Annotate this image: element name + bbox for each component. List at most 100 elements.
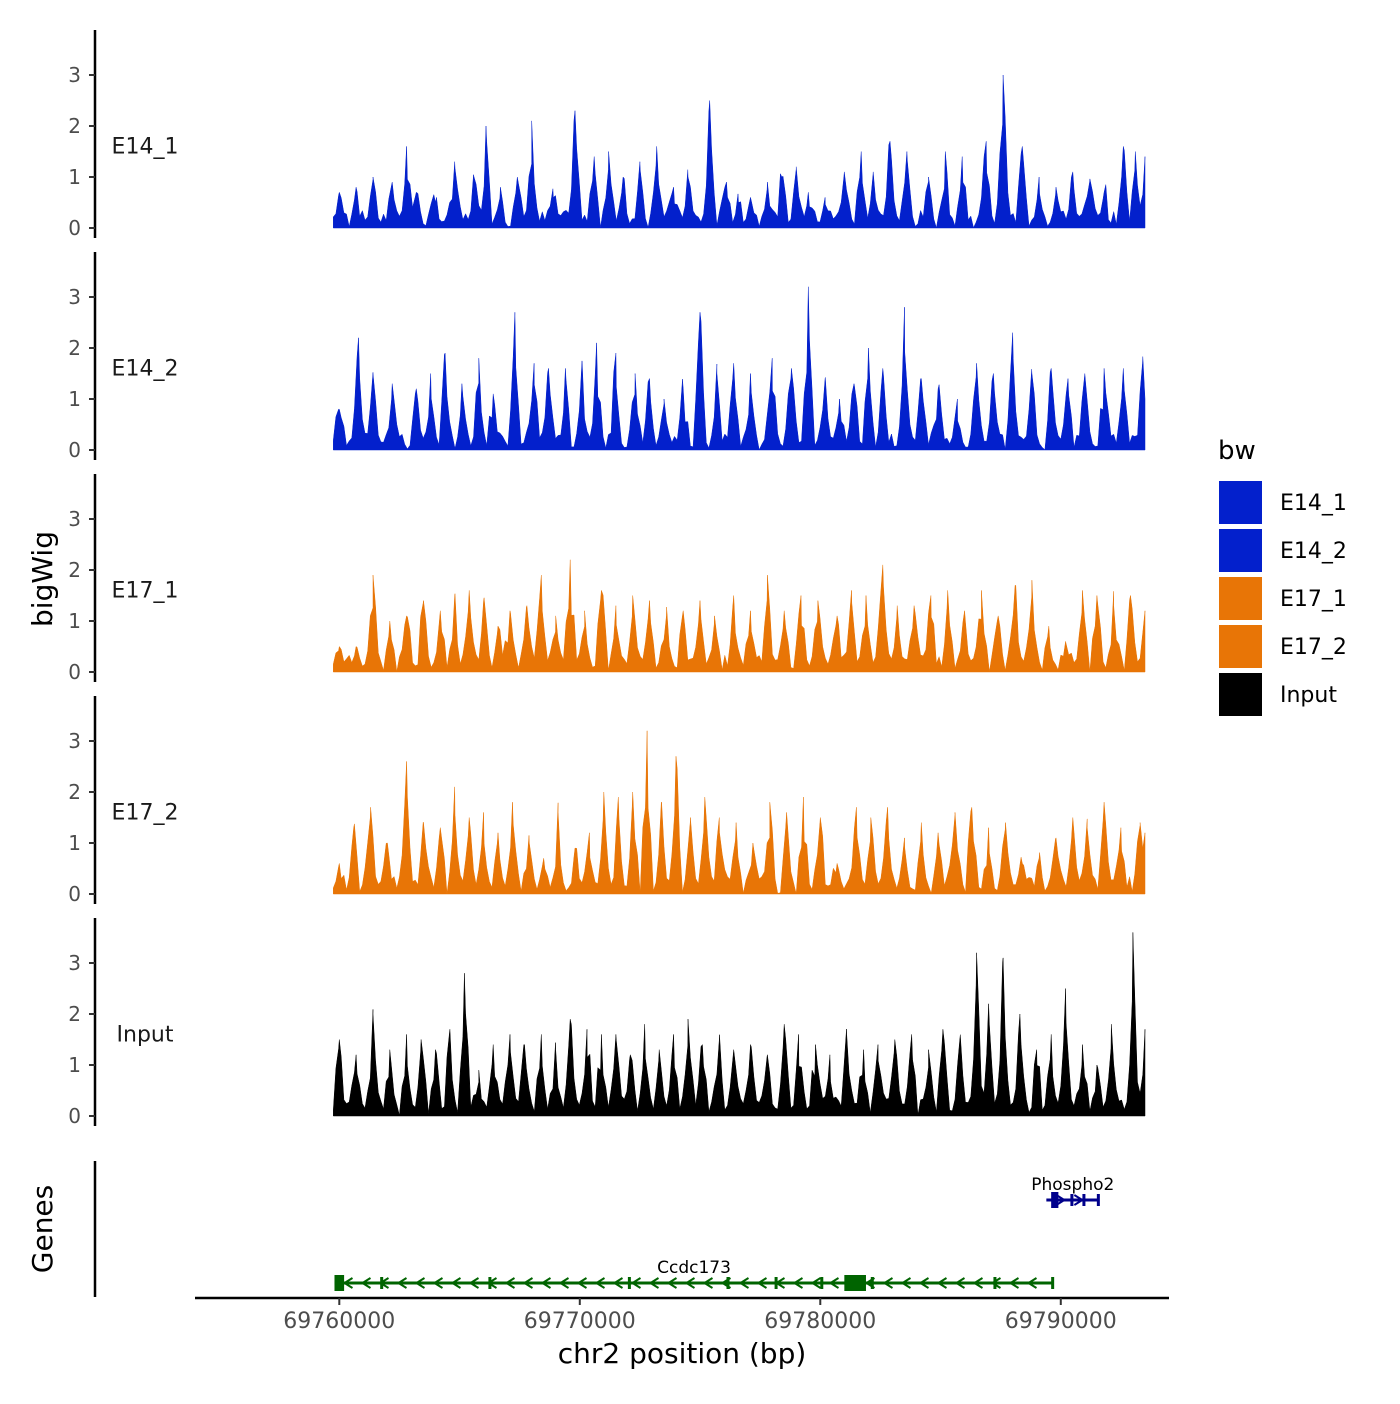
y-tick-label: 1 [68,609,81,633]
x-axis-title: chr2 position (bp) [558,1337,807,1370]
gene-Phospho2: Phospho2 [1031,1175,1114,1208]
exon [820,1277,824,1289]
track-label: E17_2 [112,800,179,825]
y-tick-label: 1 [68,387,81,411]
y-tick-label: 0 [68,882,81,906]
exon [870,1277,874,1289]
legend-label: E17_1 [1280,587,1347,612]
legend-key-E14_2 [1217,527,1264,574]
y-tick-label: 3 [68,63,81,87]
strand-arrow [792,1277,804,1289]
strand-arrow [450,1277,462,1289]
legend-label: Input [1280,683,1337,708]
genes-panel: Ccdc173 Phospho2 [93,1161,1114,1297]
exon [726,1277,730,1289]
legend-key-Input [1217,671,1264,718]
exon [844,1275,866,1291]
signal-area-E17_2 [333,730,1146,895]
strand-arrow [432,1277,444,1289]
exon [1051,1277,1055,1289]
strand-arrow [396,1277,408,1289]
x-tick-label: 69780000 [764,1309,876,1334]
legend-label: E14_2 [1280,539,1347,564]
strand-arrow [1008,1277,1020,1289]
strand-arrow [666,1277,678,1289]
strand-arrow [342,1277,354,1289]
strand-arrow [756,1277,768,1289]
track-E14_1: 0 1 2 3 E14_1 [68,30,1146,240]
strand-arrow [954,1277,966,1289]
strand-arrow [972,1277,984,1289]
exon [488,1277,492,1289]
track-E17_1: 0 1 2 3 E17_1 [68,474,1146,684]
legend-label: E14_1 [1280,491,1347,516]
track-label: E14_2 [112,356,179,381]
exon [1082,1194,1086,1206]
strand-arrow [594,1277,606,1289]
strand-arrow [936,1277,948,1289]
strand-arrow [1055,1194,1067,1206]
y-tick-label: 1 [68,831,81,855]
y-tick-label: 1 [68,1053,81,1077]
legend-key-E17_2 [1217,623,1264,670]
track-label: E17_1 [112,578,179,603]
strand-arrow [630,1277,642,1289]
y-tick-label: 2 [68,558,81,582]
y-tick-label: 3 [68,285,81,309]
strand-arrow [1073,1194,1085,1206]
strand-arrow [684,1277,696,1289]
x-axis: 69760000 69770000 69780000 69790000 [195,1296,1169,1334]
strand-arrow [1026,1277,1038,1289]
y-tick-label: 3 [68,729,81,753]
track-label: E14_1 [112,134,179,159]
track-Input: 0 1 2 3 Input [68,918,1146,1128]
strand-arrow [648,1277,660,1289]
exon [1070,1194,1074,1206]
legend: bw E14_1 E14_2 E17_1 E17_2 Input [1217,436,1347,718]
y-tick-label: 0 [68,660,81,684]
strand-arrow [612,1277,624,1289]
track-E14_2: 0 1 2 3 E14_2 [68,252,1146,462]
gene-Ccdc173: Ccdc173 [334,1258,1055,1291]
strand-arrow [414,1277,426,1289]
strand-arrow [540,1277,552,1289]
strand-arrow [990,1277,1002,1289]
y-tick-label: 2 [68,336,81,360]
strand-arrow [918,1277,930,1289]
strand-arrow [810,1277,822,1289]
track-E17_2: 0 1 2 3 E17_2 [68,696,1146,906]
strand-arrow [900,1277,912,1289]
y-tick-label: 0 [68,1104,81,1128]
strand-arrow [738,1277,750,1289]
strand-arrow [702,1277,714,1289]
x-tick-label: 69790000 [1005,1309,1117,1334]
y-tick-label: 2 [68,780,81,804]
exon [993,1277,997,1289]
strand-arrow [828,1277,840,1289]
y-tick-label: 3 [68,951,81,975]
legend-key-E17_1 [1217,575,1264,622]
strand-arrow [360,1277,372,1289]
tracks-group: 0 1 2 3 E14_1 0 1 2 3 E14_2 0 1 2 3 E17_1 0 1 2 3 E17_2 0 1 2 3… [68,30,1146,1128]
exon [1096,1194,1100,1206]
y-tick-label: 0 [68,216,81,240]
y-tick-label: 0 [68,438,81,462]
legend-key-E14_1 [1217,479,1264,526]
exon [380,1277,384,1289]
y-axis-title: bigWig [26,531,59,627]
x-tick-label: 69770000 [524,1309,636,1334]
y-tick-label: 3 [68,507,81,531]
exon [774,1277,778,1289]
exon [627,1277,631,1289]
signal-area-E17_1 [333,559,1146,673]
x-tick-label: 69760000 [283,1309,395,1334]
strand-arrow [558,1277,570,1289]
track-label: Input [117,1022,174,1047]
y-tick-label: 2 [68,1002,81,1026]
y-tick-label: 2 [68,114,81,138]
strand-arrow [468,1277,480,1289]
strand-arrow [882,1277,894,1289]
exon [1051,1192,1059,1208]
